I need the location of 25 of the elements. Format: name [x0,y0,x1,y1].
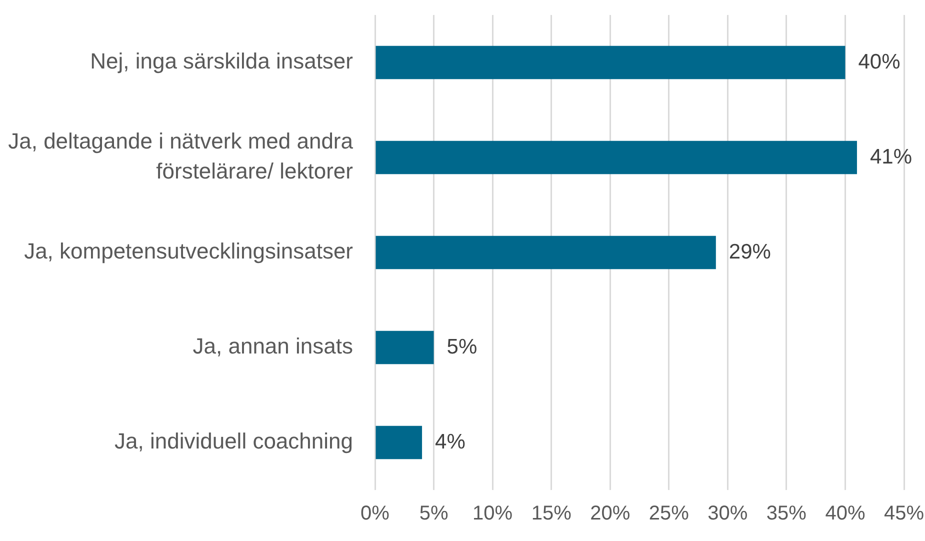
x-tick-label: 10% [472,502,513,525]
data-label: 41% [870,145,912,168]
x-tick-label: 5% [419,502,448,525]
data-label: 4% [435,430,466,454]
bar [376,46,846,80]
y-tick-label: Ja, individuell coachning [114,428,353,454]
x-tick-label: 25% [648,502,690,525]
y-tick-label: Ja, kompetensutvecklingsinsatser [24,238,353,264]
bar [376,236,716,270]
y-tick-label: Ja, deltagande i nätverk med andra förstelärare/ lektorer [8,128,354,184]
x-tick-label: 15% [531,502,572,525]
bar [376,330,434,364]
x-tick-label: 30% [708,502,748,525]
y-tick-label: Ja, annan insats [192,334,353,359]
bar [376,140,857,174]
x-tick-label: 40% [825,502,866,525]
y-tick-label: Nej, inga särskilda insatser [90,48,353,74]
x-tick-label: 35% [766,502,807,525]
data-label: 40% [858,50,900,74]
data-label: 29% [728,240,771,264]
bar [376,426,422,460]
x-tick-label: 0% [360,502,390,525]
data-label: 5% [446,335,478,358]
x-tick-label: 45% [884,502,924,525]
x-tick-label: 20% [590,502,630,525]
